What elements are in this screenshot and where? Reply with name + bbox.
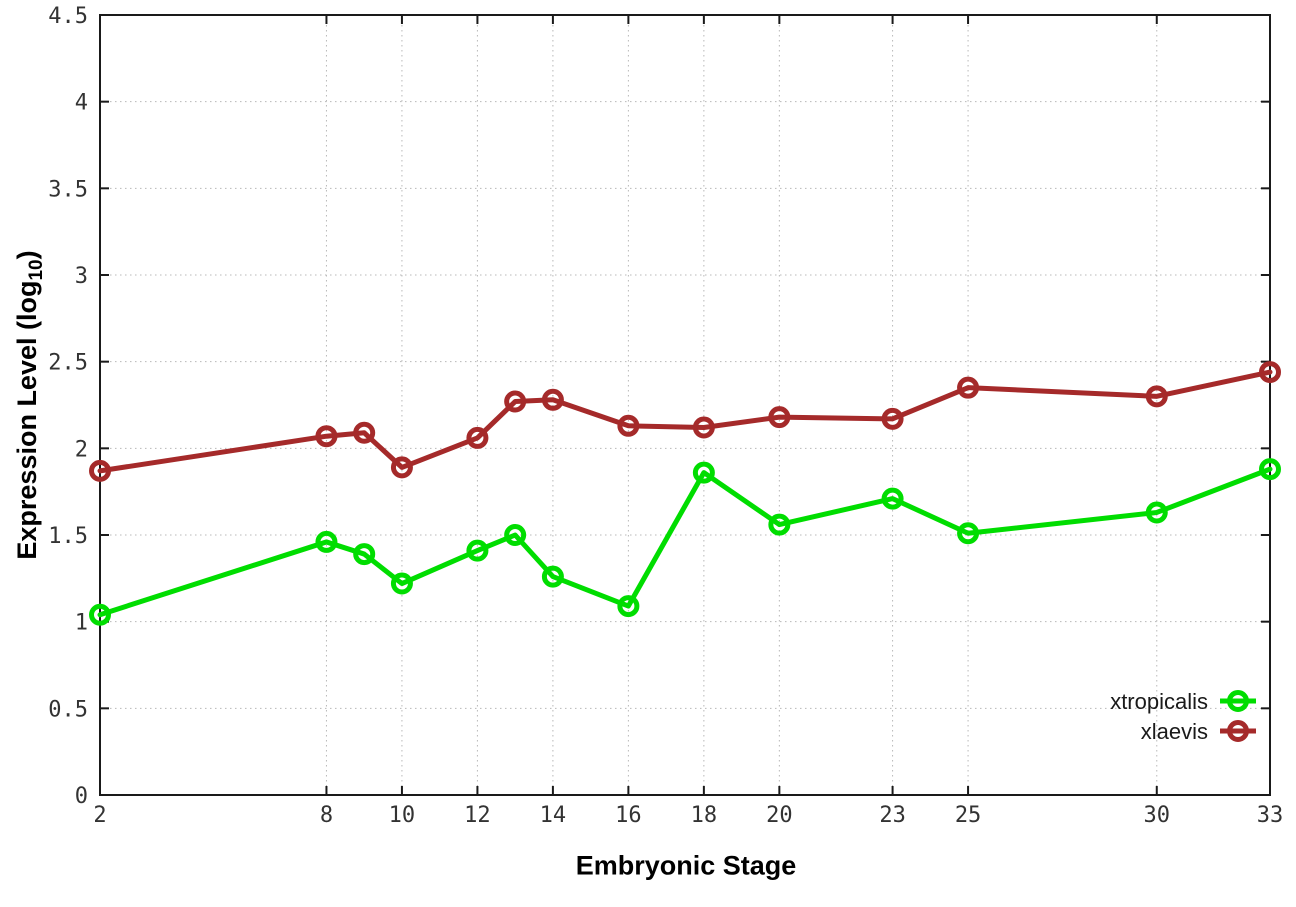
data-point-xlaevis-23 (881, 407, 904, 430)
data-point-xlaevis-18 (692, 416, 715, 439)
data-point-xlaevis-30 (1145, 385, 1168, 408)
y-tick-label: 1 (75, 611, 88, 636)
x-tick-label: 10 (389, 803, 416, 828)
y-axis-label-suffix: ) (12, 250, 42, 260)
data-point-xtropicalis-25 (957, 522, 980, 545)
y-axis-label: Expression Level (log10) (12, 250, 48, 559)
x-tick-label: 25 (955, 803, 982, 828)
data-point-xlaevis-2 (89, 459, 111, 482)
x-tick-label: 18 (691, 803, 718, 828)
series-line-xlaevis (97, 369, 1273, 474)
y-tick-label: 2.5 (48, 351, 88, 376)
x-tick-label: 30 (1144, 803, 1171, 828)
y-tick-label: 0.5 (48, 697, 88, 722)
data-point-xtropicalis-14 (541, 565, 564, 588)
data-point-xtropicalis-33 (1259, 458, 1281, 481)
data-point-xlaevis-14 (541, 388, 564, 411)
legend-label-xlaevis: xlaevis (1141, 719, 1208, 744)
x-tick-label: 20 (766, 803, 793, 828)
y-tick-label: 3.5 (48, 177, 88, 202)
data-point-xlaevis-20 (768, 406, 791, 429)
x-tick-label: 33 (1257, 803, 1284, 828)
data-point-xlaevis-16 (617, 414, 640, 437)
x-tick-label: 23 (879, 803, 906, 828)
data-point-xtropicalis-13 (504, 524, 527, 546)
legend-marker-xlaevis (1227, 720, 1249, 742)
legend-marker-xtropicalis (1227, 690, 1249, 712)
data-point-xlaevis-9 (353, 421, 376, 444)
series-line-xtropicalis (97, 466, 1273, 618)
data-point-xtropicalis-30 (1145, 501, 1168, 524)
data-point-xtropicalis-10 (390, 572, 413, 595)
x-tick-label: 2 (93, 803, 106, 828)
data-point-xtropicalis-12 (466, 539, 489, 562)
data-point-xtropicalis-2 (89, 603, 111, 626)
data-point-xtropicalis-9 (353, 543, 376, 566)
data-point-xlaevis-8 (315, 425, 338, 448)
y-tick-label: 4 (75, 91, 88, 116)
x-tick-label: 16 (615, 803, 642, 828)
y-tick-label: 2 (75, 437, 88, 462)
data-point-xtropicalis-8 (315, 530, 338, 553)
data-point-xtropicalis-23 (881, 487, 904, 510)
data-point-xtropicalis-18 (692, 461, 715, 484)
plot-border (99, 14, 1271, 796)
y-tick-label: 4.5 (48, 4, 88, 29)
data-point-xlaevis-13 (504, 390, 527, 413)
data-point-xlaevis-12 (466, 426, 489, 449)
data-point-xtropicalis-16 (617, 595, 640, 618)
y-tick-label: 0 (75, 784, 88, 809)
y-axis-label-main: Expression Level (log (12, 280, 42, 560)
y-tick-label: 3 (75, 264, 88, 289)
data-point-xlaevis-33 (1259, 361, 1281, 384)
data-point-xlaevis-10 (390, 456, 413, 479)
x-tick-label: 12 (464, 803, 491, 828)
x-tick-label: 14 (540, 803, 567, 828)
x-axis-label: Embryonic Stage (575, 850, 797, 881)
y-axis-label-subscript: 10 (26, 259, 47, 281)
legend-label-xtropicalis: xtropicalis (1110, 689, 1208, 714)
data-point-xtropicalis-20 (768, 513, 791, 536)
x-tick-label: 8 (320, 803, 333, 828)
y-tick-label: 1.5 (48, 524, 88, 549)
data-point-xlaevis-25 (957, 376, 980, 399)
